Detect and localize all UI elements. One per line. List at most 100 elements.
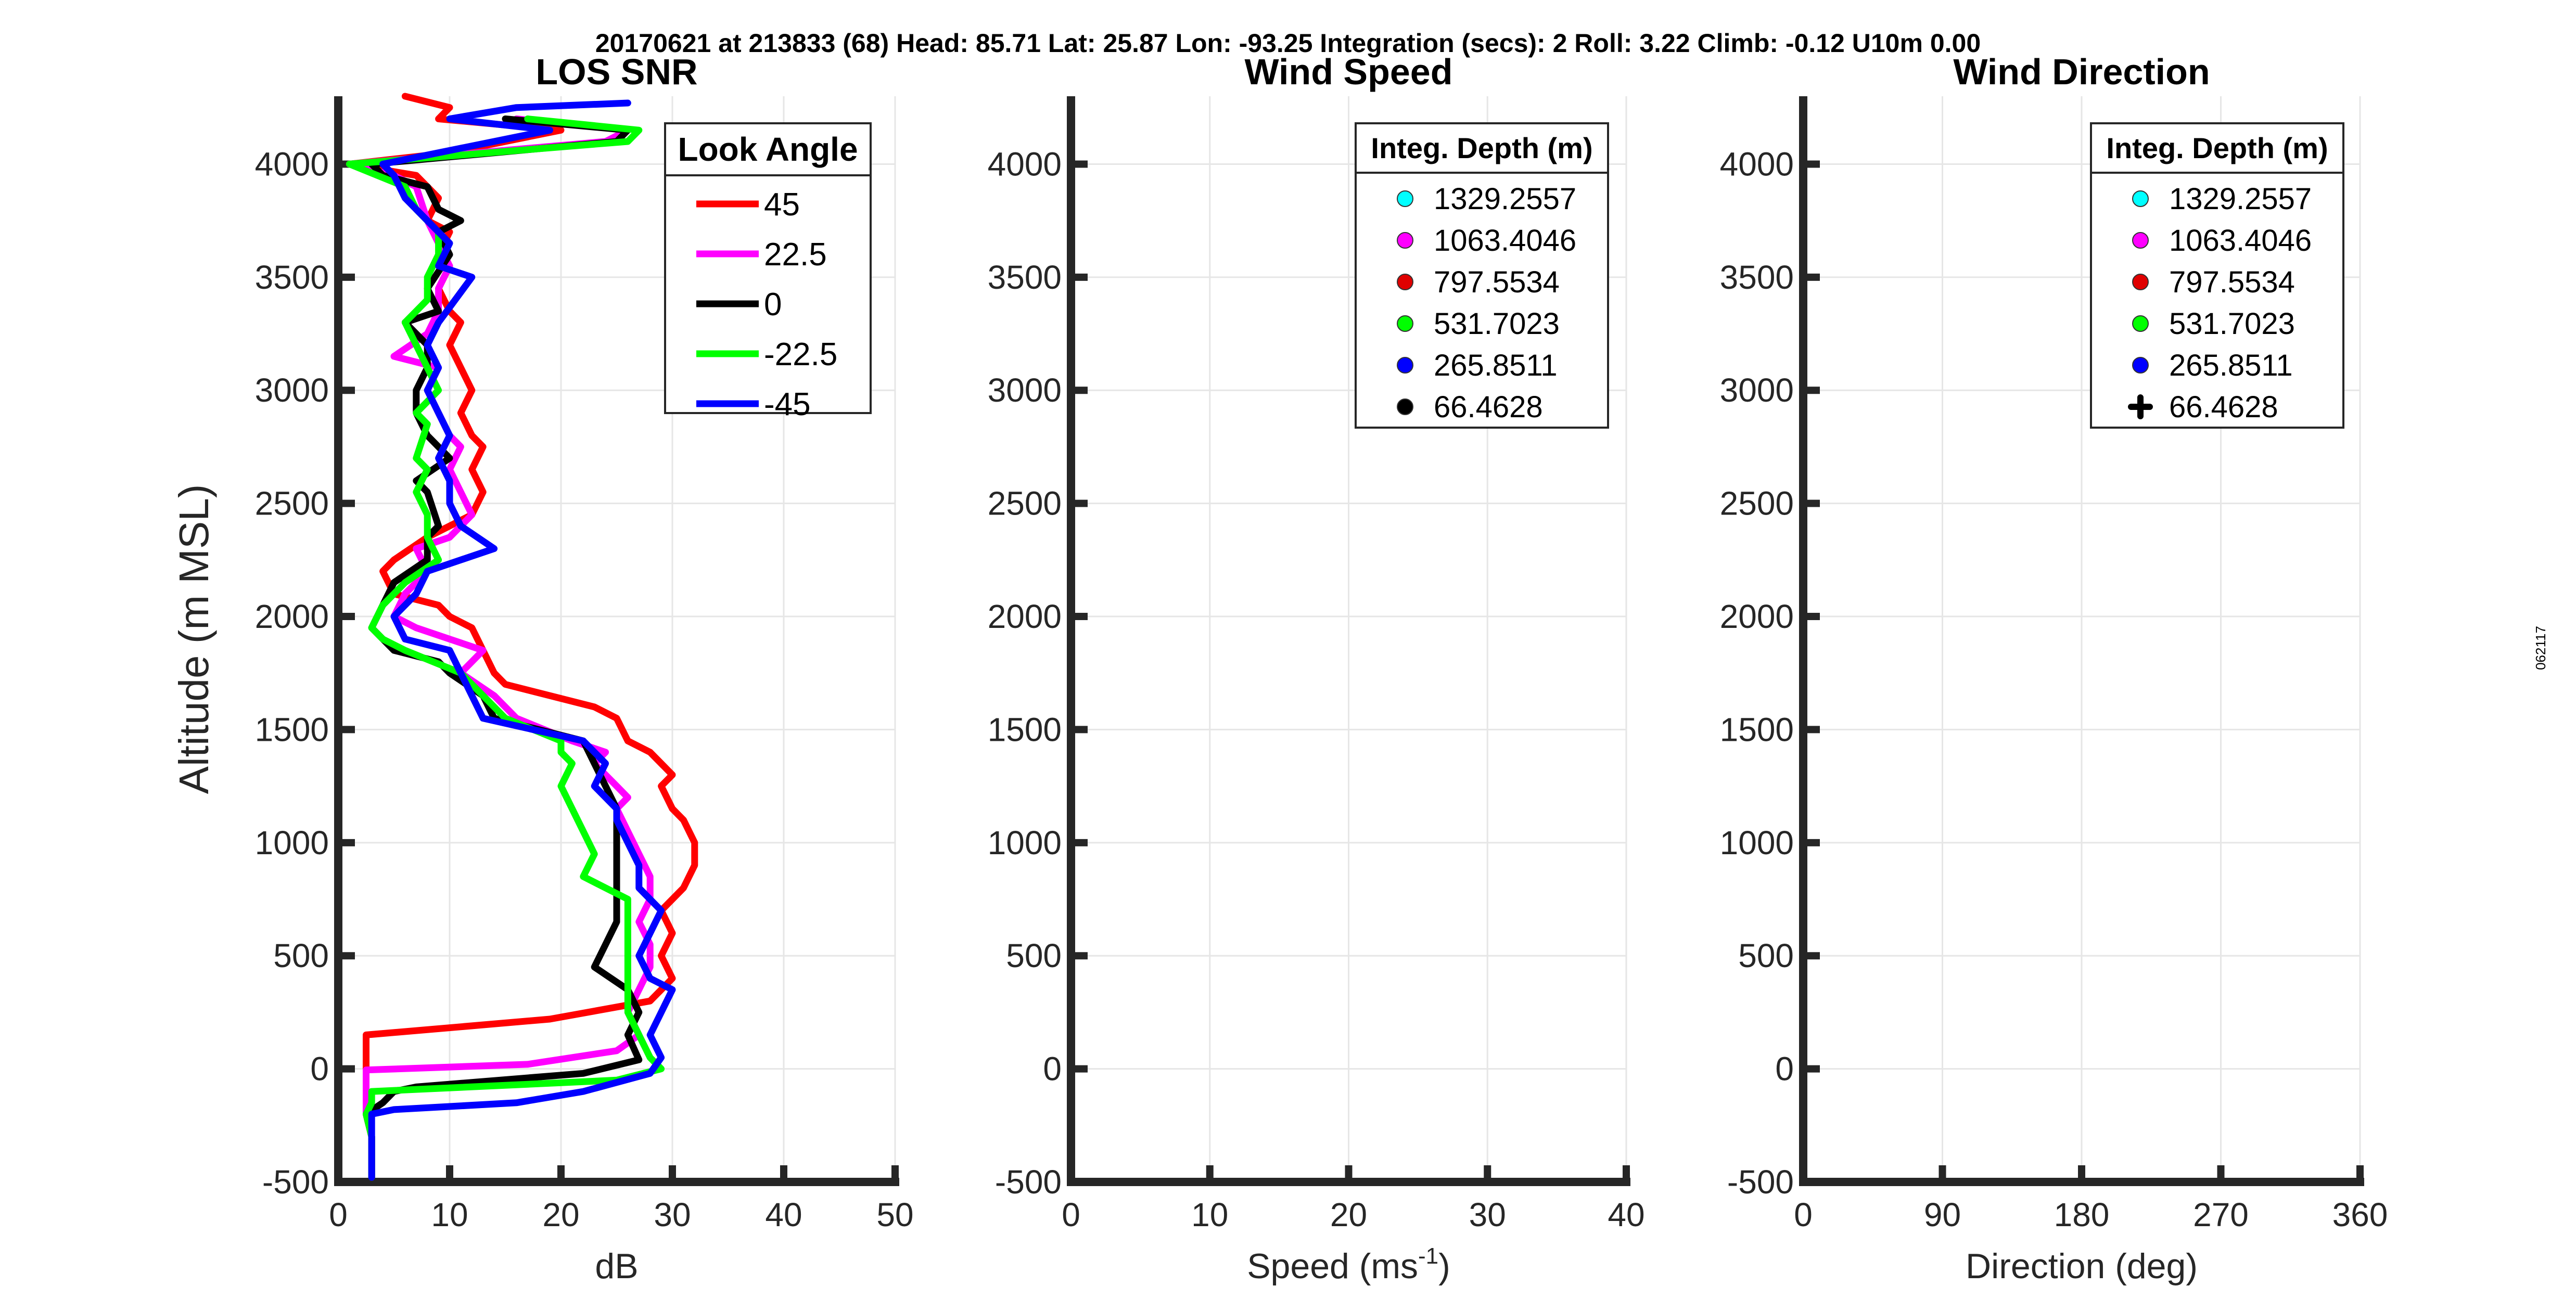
legend-label: 1329.2557 xyxy=(2169,182,2312,216)
chart-title: Wind Speed xyxy=(1245,52,1453,92)
y-tick-label: 2000 xyxy=(255,598,329,635)
legend-label: -45 xyxy=(764,387,811,422)
y-tick-label: 4000 xyxy=(1720,145,1794,183)
legend-marker-circle xyxy=(2132,232,2149,249)
y-tick-label: 1000 xyxy=(255,824,329,861)
y-tick-label: 1500 xyxy=(1720,711,1794,748)
y-tick-label: 1500 xyxy=(255,711,329,748)
wind-speed-panel: 0 10 20 30 40-500050010001500200025003000350… xyxy=(988,52,1645,1286)
x-tick-label: 50 xyxy=(876,1196,913,1233)
grid xyxy=(1803,96,2361,1182)
y-tick-label: 500 xyxy=(1738,937,1794,974)
y-tick-label: 4000 xyxy=(988,145,1062,183)
y-tick-label: 3500 xyxy=(1720,259,1794,296)
legend-label: 1329.2557 xyxy=(1434,182,1576,216)
x-tick-label: 30 xyxy=(1469,1196,1506,1233)
legend-label: 0 xyxy=(764,287,782,323)
legend-marker-circle xyxy=(1397,398,1413,415)
legend-marker-circle xyxy=(1397,357,1413,374)
x-tick-label: 270 xyxy=(2193,1196,2249,1233)
y-tick-label: 0 xyxy=(1043,1050,1062,1088)
legend-label: 1063.4046 xyxy=(2169,224,2312,258)
x-tick-label: 360 xyxy=(2332,1196,2388,1233)
x-tick-label: 40 xyxy=(1608,1196,1644,1233)
legend-box xyxy=(664,122,872,414)
chart-title: LOS SNR xyxy=(535,52,697,92)
y-tick-label: 2500 xyxy=(988,485,1062,522)
series-line-22.5 xyxy=(346,115,654,1181)
legend: Integ. Depth (m) 1329.2557 1063.4046 797.55… xyxy=(1355,122,1609,429)
y-tick-label: 2500 xyxy=(1720,485,1794,522)
legend-marker-circle xyxy=(1397,190,1413,207)
legend-label: 531.7023 xyxy=(2169,307,2295,341)
wind-direction-panel: 0 90 180 270 360-500050010001500200025003000… xyxy=(1720,52,2388,1286)
legend-label: 1063.4046 xyxy=(1434,224,1576,258)
legend-marker-circle xyxy=(1397,232,1413,249)
x-tick-label: 20 xyxy=(1330,1196,1367,1233)
x-tick-label: 40 xyxy=(765,1196,802,1233)
x-tick-label: 10 xyxy=(431,1196,468,1233)
y-tick-label: 3000 xyxy=(988,371,1062,409)
y-tick-label: -500 xyxy=(262,1163,329,1201)
legend: Integ. Depth (m) 1329.2557 1063.4046 797.55… xyxy=(2090,122,2344,429)
legend-marker-plus xyxy=(2128,394,2153,419)
legend-label: 531.7023 xyxy=(1434,307,1560,341)
series-line--22.5 xyxy=(346,115,665,1181)
legend-label: 797.5534 xyxy=(2169,265,2295,299)
y-tick-label: -500 xyxy=(995,1163,1062,1201)
legend-title: Look Angle xyxy=(678,131,858,168)
chart-title: Wind Direction xyxy=(1953,52,2210,92)
legend-title: Integ. Depth (m) xyxy=(2106,132,2328,164)
y-tick-label: 3500 xyxy=(255,259,329,296)
legend: Look Angle 45 22.5 0 -22.5 -45 xyxy=(664,122,872,422)
x-tick-label: 0 xyxy=(1062,1196,1080,1233)
x-tick-label: 180 xyxy=(2054,1196,2110,1233)
legend-marker-circle xyxy=(1397,315,1413,332)
legend-marker-circle xyxy=(2132,357,2149,374)
x-tick-label: 90 xyxy=(1924,1196,1961,1233)
legend-box xyxy=(2090,122,2344,429)
legend-marker-circle xyxy=(1397,274,1413,290)
y-tick-label: 2000 xyxy=(1720,598,1794,635)
y-tick-label: 1000 xyxy=(988,824,1062,861)
y-tick-label: 4000 xyxy=(255,145,329,183)
y-tick-label: 3000 xyxy=(1720,371,1794,409)
side-date-label: 062117 xyxy=(2532,626,2548,670)
x-tick-label: 0 xyxy=(329,1196,348,1233)
y-tick-label: 0 xyxy=(310,1050,329,1088)
legend-label: 265.8511 xyxy=(2169,349,2293,382)
legend-label: -22.5 xyxy=(764,337,837,372)
y-tick-label: 1500 xyxy=(988,711,1062,748)
y-tick-label: 2500 xyxy=(255,485,329,522)
x-tick-label: 10 xyxy=(1191,1196,1228,1233)
x-axis-label: Speed (ms-1) xyxy=(1247,1243,1450,1286)
y-tick-label: 0 xyxy=(1775,1050,1794,1088)
y-tick-label: 2000 xyxy=(988,598,1062,635)
snr-panel: 0 10 20 30 40 50-5000500100015002000250030003… xyxy=(171,52,914,1286)
figure-header: 20170621 at 213833 (68) Head: 85.71 Lat:… xyxy=(595,29,1981,58)
y-tick-label: 500 xyxy=(273,937,329,974)
x-tick-label: 0 xyxy=(1794,1196,1813,1233)
legend-label: 22.5 xyxy=(764,237,827,273)
x-tick-label: 30 xyxy=(654,1196,691,1233)
legend-label: 45 xyxy=(764,187,800,223)
legend-box xyxy=(1355,122,1609,429)
series-group xyxy=(346,93,698,1181)
y-tick-label: 3500 xyxy=(988,259,1062,296)
legend-label: 265.8511 xyxy=(1434,349,1558,382)
y-tick-label: 500 xyxy=(1006,937,1062,974)
y-tick-label: 3000 xyxy=(255,371,329,409)
legend-marker-circle xyxy=(2132,274,2149,290)
y-tick-label: 1000 xyxy=(1720,824,1794,861)
x-tick-label: 20 xyxy=(542,1196,579,1233)
series-line--45 xyxy=(368,99,676,1181)
legend-marker-circle xyxy=(2132,315,2149,332)
x-axis-label: Direction (deg) xyxy=(1966,1246,2198,1286)
legend-label: 66.4628 xyxy=(2169,390,2278,424)
legend-title: Integ. Depth (m) xyxy=(1371,132,1592,164)
legend-marker-circle xyxy=(2132,190,2149,207)
legend-label: 66.4628 xyxy=(1434,390,1543,424)
legend-label: 797.5534 xyxy=(1434,265,1560,299)
x-axis-label: dB xyxy=(595,1246,638,1286)
